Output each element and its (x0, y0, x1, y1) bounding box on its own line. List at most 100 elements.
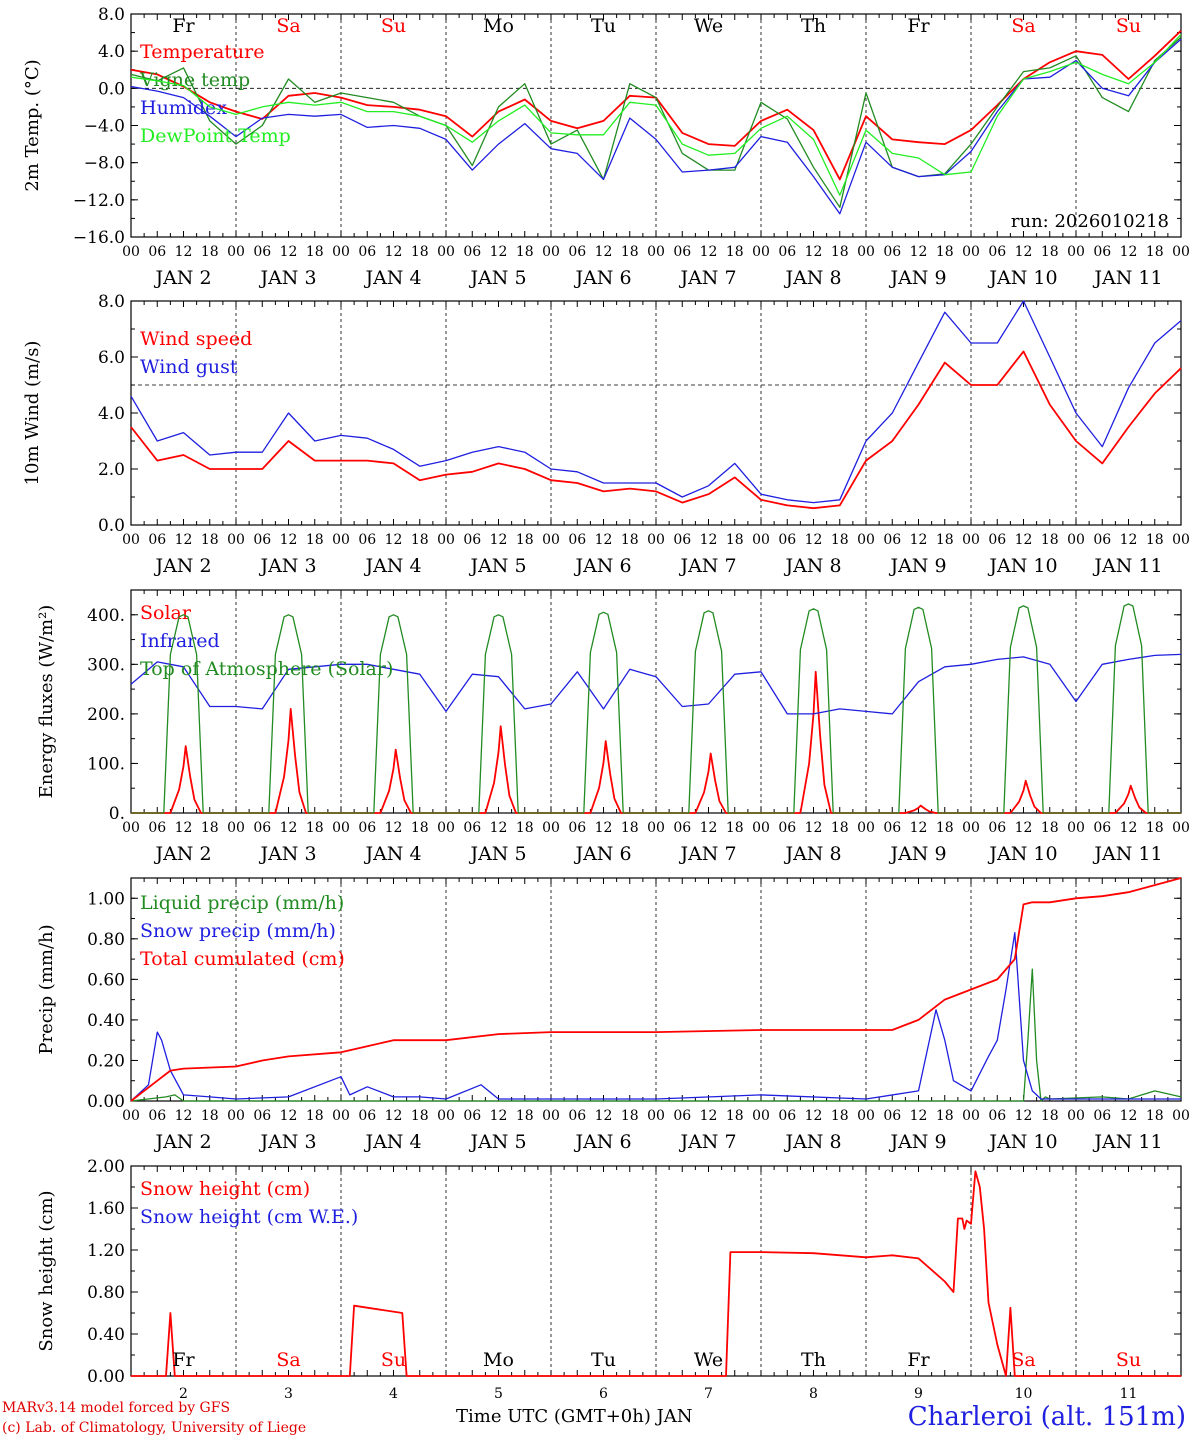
y-tick-label: 0. (109, 804, 125, 824)
x-day-label: JAN 6 (573, 267, 631, 289)
y-tick-label: 1.60 (87, 1199, 125, 1219)
series-snow-precip-mm-h: Snow precip (mm/h) (130, 920, 1182, 1102)
x-hour-label: 18 (306, 820, 324, 836)
x-hour-label: 06 (148, 1108, 166, 1124)
x-day-label: JAN 5 (468, 555, 526, 577)
legend-entry: Temperature (140, 41, 264, 63)
bottom-day-number: 6 (599, 1386, 608, 1400)
y-tick-label: 8.0 (98, 5, 125, 25)
x-day-label: JAN 10 (987, 1131, 1057, 1153)
x-hour-label: 06 (358, 1108, 376, 1124)
dow-label-top: Tu (591, 15, 616, 37)
x-hour-label: 00 (647, 244, 665, 260)
x-day-label: JAN 8 (783, 1131, 841, 1153)
x-hour-label: 00 (122, 820, 140, 836)
x-hour-label: 06 (883, 532, 901, 548)
dow-label-top: Su (1116, 15, 1141, 37)
x-day-label: JAN 11 (1092, 843, 1162, 865)
x-hour-label: 00 (122, 244, 140, 260)
x-hour-label: 00 (227, 820, 245, 836)
y-tick-label: 4.0 (98, 404, 125, 424)
x-hour-label: 18 (1146, 244, 1164, 260)
x-hour-label: 06 (463, 532, 481, 548)
x-hour-label: 00 (542, 820, 560, 836)
x-day-label: JAN 11 (1092, 1131, 1162, 1153)
x-hour-label: 12 (910, 532, 928, 548)
x-day-label: JAN 10 (987, 267, 1057, 289)
x-hour-label: 00 (962, 244, 980, 260)
x-day-label: JAN 8 (783, 555, 841, 577)
x-hour-label: 12 (595, 532, 613, 548)
x-hour-label: 06 (883, 1108, 901, 1124)
x-hour-label: 18 (831, 820, 849, 836)
x-hour-label: 06 (673, 244, 691, 260)
dow-label-top: We (694, 15, 723, 37)
y-tick-label: 400. (87, 606, 125, 626)
x-day-label: JAN 9 (888, 1131, 946, 1153)
y-tick-label: −8.0 (84, 154, 125, 174)
x-hour-label: 06 (1093, 820, 1111, 836)
x-hour-label: 12 (385, 532, 403, 548)
x-day-label: JAN 4 (363, 267, 421, 289)
x-day-label: JAN 10 (987, 555, 1057, 577)
y-axis-label: Energy fluxes (W/m²) (36, 605, 57, 799)
x-day-label: JAN 2 (153, 1131, 211, 1153)
x-day-label: JAN 2 (153, 843, 211, 865)
x-hour-label: 12 (805, 244, 823, 260)
y-tick-label: 0.0 (98, 516, 125, 536)
x-hour-label: 12 (280, 532, 298, 548)
x-axis: 00 06 12 18 00 06 12 18 00 06 12 18 00 06 12 18 00 06 12 18… (122, 1108, 1190, 1153)
x-hour-label: 18 (306, 1108, 324, 1124)
x-hour-label: 06 (568, 1108, 586, 1124)
y-tick-label: 100. (87, 754, 125, 774)
x-hour-label: 06 (463, 820, 481, 836)
x-hour-label: 18 (201, 820, 219, 836)
x-hour-label: 00 (332, 1108, 350, 1124)
x-hour-label: 12 (595, 820, 613, 836)
y-tick-label: 0.40 (87, 1011, 125, 1031)
credit-model: MARv3.14 model forced by GFS (2, 1400, 231, 1416)
y-tick-label: 0.0 (98, 79, 125, 99)
x-hour-label: 18 (831, 244, 849, 260)
x-hour-label: 12 (175, 820, 193, 836)
x-hour-label: 06 (778, 244, 796, 260)
panel-energy: 400. 300. 200. 100. 0. Energy fluxes (W/m²) 00… (36, 589, 1190, 865)
panel-temp: 8.0 4.0 0.0 −4.0 −8.0 −12.0 −16.0 2m Temp. (°C)… (22, 5, 1190, 289)
x-hour-label: 12 (175, 532, 193, 548)
run-annotation: run: 2026010218 (1011, 211, 1169, 232)
x-axis: 00 06 12 18 00 06 12 18 00 06 12 18 00 06 12 18 00 06 12 18… (122, 820, 1190, 865)
x-hour-label: 12 (385, 820, 403, 836)
x-hour-label: 18 (516, 1108, 534, 1124)
x-hour-label: 06 (673, 820, 691, 836)
x-axis: 00 06 12 18 00 06 12 18 00 06 12 18 00 06 12 18 00 06 12 18… (122, 532, 1190, 577)
x-hour-label: 18 (516, 820, 534, 836)
x-hour-label: 18 (1146, 532, 1164, 548)
x-hour-label: 00 (122, 1108, 140, 1124)
x-day-label: JAN 3 (258, 1131, 316, 1153)
x-hour-label: 12 (910, 244, 928, 260)
x-hour-label: 12 (490, 1108, 508, 1124)
x-day-label: JAN 6 (573, 1131, 631, 1153)
series-wind-speed: Wind speed (130, 328, 1182, 510)
x-hour-label: 00 (437, 244, 455, 260)
x-day-label: JAN 9 (888, 555, 946, 577)
x-hour-label: 00 (437, 820, 455, 836)
x-hour-label: 06 (1093, 532, 1111, 548)
y-tick-label: 6.0 (98, 348, 125, 368)
x-hour-label: 06 (253, 532, 271, 548)
x-hour-label: 06 (1093, 244, 1111, 260)
meteogram-chart: 8.0 4.0 0.0 −4.0 −8.0 −12.0 −16.0 2m Temp. (°C)… (22, 5, 1190, 1400)
panel-frame (130, 589, 1182, 814)
day-of-week-labels: Fr Fr Sa Sa Su Su Mo Mo Tu Tu We We Th Th Fr Fr Sa Sa Su Su (172, 15, 1141, 1371)
x-hour-label: 12 (280, 820, 298, 836)
x-hour-label: 06 (358, 820, 376, 836)
y-axis: 8.0 4.0 0.0 −4.0 −8.0 −12.0 −16.0 (73, 5, 1181, 248)
x-hour-label: 18 (621, 532, 639, 548)
x-axis: 00 06 12 18 00 06 12 18 00 06 12 18 00 06 12 18 00 06 12 18… (122, 244, 1190, 289)
x-hour-label: 18 (411, 244, 429, 260)
x-hour-label: 06 (568, 532, 586, 548)
x-hour-label: 18 (306, 244, 324, 260)
y-axis-label: Snow height (cm) (36, 1190, 57, 1351)
x-hour-label: 12 (1120, 1108, 1138, 1124)
x-day-label: JAN 7 (678, 267, 736, 289)
